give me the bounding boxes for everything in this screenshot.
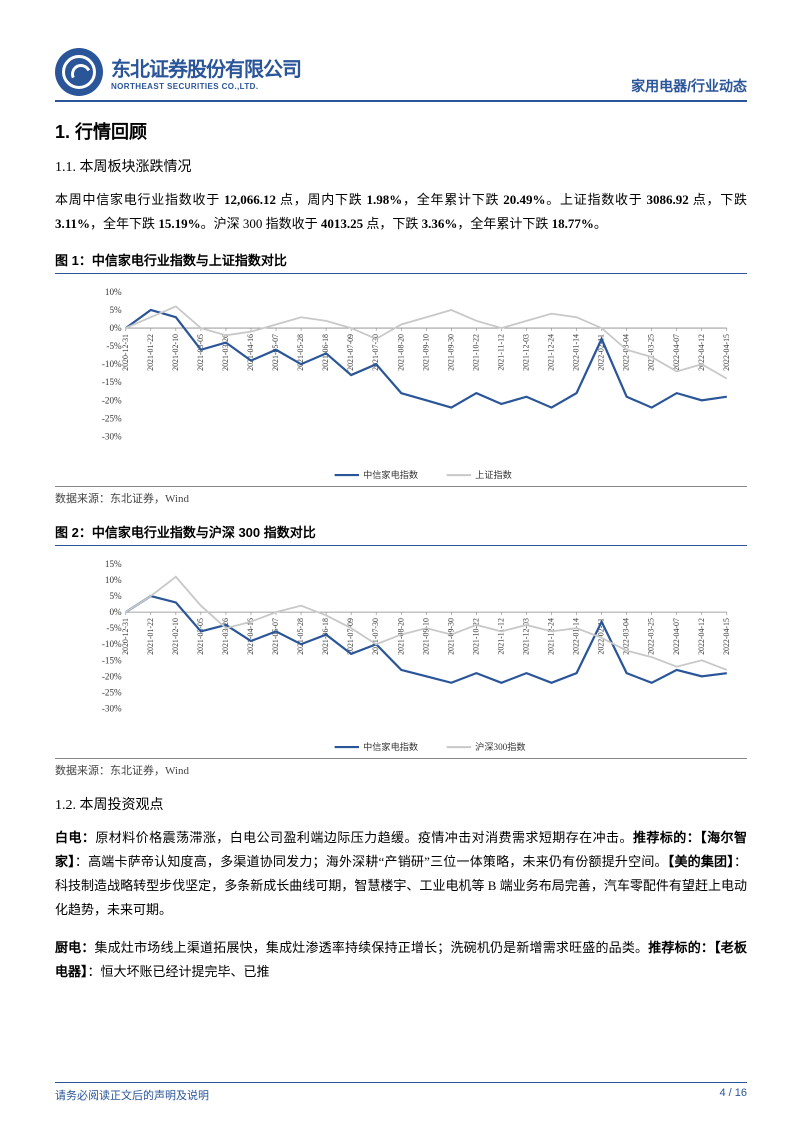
svg-text:2021-11-12: 2021-11-12 xyxy=(496,334,505,371)
page-header: 东北证券股份有限公司 NORTHEAST SECURITIES CO.,LTD.… xyxy=(55,48,747,102)
svg-text:2021-07-30: 2021-07-30 xyxy=(371,618,380,655)
svg-text:2021-04-16: 2021-04-16 xyxy=(246,334,255,371)
svg-text:2021-12-03: 2021-12-03 xyxy=(521,618,530,655)
section-1-num: 1. xyxy=(55,122,70,142)
svg-text:2021-07-09: 2021-07-09 xyxy=(346,618,355,655)
figure-1-title: 图 1：中信家电行业指数与上证指数对比 xyxy=(55,250,747,274)
logo-block: 东北证券股份有限公司 NORTHEAST SECURITIES CO.,LTD. xyxy=(55,48,301,96)
svg-text:0%: 0% xyxy=(109,607,122,617)
svg-text:沪深300指数: 沪深300指数 xyxy=(475,741,525,752)
svg-text:-25%: -25% xyxy=(102,414,122,424)
svg-text:-30%: -30% xyxy=(102,704,122,714)
svg-text:5%: 5% xyxy=(109,591,122,601)
svg-text:上证指数: 上证指数 xyxy=(475,469,512,480)
svg-text:2021-10-22: 2021-10-22 xyxy=(471,334,480,371)
svg-text:中信家电指数: 中信家电指数 xyxy=(363,741,418,752)
svg-text:2022-04-15: 2022-04-15 xyxy=(722,334,731,371)
svg-text:2021-12-03: 2021-12-03 xyxy=(521,334,530,371)
svg-text:中信家电指数: 中信家电指数 xyxy=(363,469,418,480)
svg-text:-30%: -30% xyxy=(102,432,122,442)
figure-2-chart: -30%-25%-20%-15%-10%-5%0%5%10%15%2020-12… xyxy=(55,548,747,758)
section-1-2-title: 本周投资观点 xyxy=(80,798,164,813)
section-1-2-num: 1.2. xyxy=(55,798,76,813)
svg-text:2022-04-12: 2022-04-12 xyxy=(697,618,706,655)
section-1-2-heading: 1.2. 本周投资观点 xyxy=(55,794,747,814)
figure-2-title: 图 2：中信家电行业指数与沪深 300 指数对比 xyxy=(55,522,747,546)
svg-text:2021-01-22: 2021-01-22 xyxy=(146,334,155,371)
svg-text:2021-12-24: 2021-12-24 xyxy=(546,618,555,655)
svg-text:2022-03-04: 2022-03-04 xyxy=(622,334,631,371)
paragraph-chudian: 厨电：集成灶市场线上渠道拓展快，集成灶渗透率持续保持正增长；洗碗机仍是新增需求旺… xyxy=(55,936,747,984)
figure-1-source: 数据来源：东北证券，Wind xyxy=(55,486,747,506)
svg-text:15%: 15% xyxy=(105,559,122,569)
svg-text:-20%: -20% xyxy=(102,396,122,406)
svg-text:2021-03-05: 2021-03-05 xyxy=(196,618,205,655)
svg-text:2021-11-12: 2021-11-12 xyxy=(496,618,505,655)
svg-text:2022-04-15: 2022-04-15 xyxy=(722,618,731,655)
svg-text:-10%: -10% xyxy=(102,359,122,369)
svg-text:2021-09-10: 2021-09-10 xyxy=(421,618,430,655)
svg-text:2022-04-07: 2022-04-07 xyxy=(672,618,681,655)
svg-text:0%: 0% xyxy=(109,323,122,333)
svg-text:2021-07-09: 2021-07-09 xyxy=(346,334,355,371)
svg-text:2022-04-07: 2022-04-07 xyxy=(672,334,681,371)
figure-2-source: 数据来源：东北证券，Wind xyxy=(55,758,747,778)
svg-text:2021-10-22: 2021-10-22 xyxy=(471,618,480,655)
svg-text:2021-09-10: 2021-09-10 xyxy=(421,334,430,371)
section-1-1-title: 本周板块涨跌情况 xyxy=(80,160,192,175)
svg-text:2021-01-22: 2021-01-22 xyxy=(146,618,155,655)
svg-text:2022-01-14: 2022-01-14 xyxy=(571,618,580,655)
svg-text:-15%: -15% xyxy=(102,655,122,665)
svg-text:-10%: -10% xyxy=(102,639,122,649)
svg-text:-25%: -25% xyxy=(102,688,122,698)
paragraph-baidian: 白电：原材料价格震荡滞涨，白电公司盈利端边际压力趋缓。疫情冲击对消费需求短期存在… xyxy=(55,826,747,922)
figure-1-chart: -30%-25%-20%-15%-10%-5%0%5%10%2020-12-31… xyxy=(55,276,747,486)
footer-disclaimer: 请务必阅读正文后的声明及说明 xyxy=(55,1087,209,1103)
svg-text:2021-03-26: 2021-03-26 xyxy=(221,618,230,655)
svg-text:-15%: -15% xyxy=(102,377,122,387)
section-1-1-num: 1.1. xyxy=(55,160,76,175)
section-1-heading: 1. 行情回顾 xyxy=(55,118,747,144)
logo-icon xyxy=(55,48,103,96)
section-1-title: 行情回顾 xyxy=(75,122,147,142)
logo-en: NORTHEAST SECURITIES CO.,LTD. xyxy=(111,82,301,91)
logo-cn: 东北证券股份有限公司 xyxy=(111,53,301,82)
svg-text:2021-05-28: 2021-05-28 xyxy=(296,618,305,655)
svg-text:2021-05-07: 2021-05-07 xyxy=(271,618,280,655)
svg-text:10%: 10% xyxy=(105,575,122,585)
page-footer: 请务必阅读正文后的声明及说明 4 / 16 xyxy=(55,1082,747,1103)
svg-text:2021-09-30: 2021-09-30 xyxy=(446,334,455,371)
svg-text:2021-03-05: 2021-03-05 xyxy=(196,334,205,371)
svg-text:2021-08-20: 2021-08-20 xyxy=(396,334,405,371)
svg-text:2021-05-28: 2021-05-28 xyxy=(296,334,305,371)
svg-text:2022-01-14: 2022-01-14 xyxy=(571,334,580,371)
svg-text:2021-02-10: 2021-02-10 xyxy=(171,618,180,655)
svg-text:2022-03-25: 2022-03-25 xyxy=(647,334,656,371)
svg-text:5%: 5% xyxy=(109,305,122,315)
svg-text:2022-03-25: 2022-03-25 xyxy=(647,618,656,655)
svg-text:2020-12-31: 2020-12-31 xyxy=(121,618,130,655)
svg-text:2020-12-31: 2020-12-31 xyxy=(121,334,130,371)
svg-text:-20%: -20% xyxy=(102,672,122,682)
svg-text:2021-12-24: 2021-12-24 xyxy=(546,334,555,371)
paragraph-summary: 本周中信家电行业指数收于 12,066.12 点，周内下跌 1.98%，全年累计… xyxy=(55,188,747,236)
footer-pagenum: 4 / 16 xyxy=(719,1087,747,1103)
svg-text:2021-02-10: 2021-02-10 xyxy=(171,334,180,371)
svg-text:10%: 10% xyxy=(105,287,122,297)
svg-text:2021-03-26: 2021-03-26 xyxy=(221,334,230,371)
header-category: 家用电器/行业动态 xyxy=(631,76,747,96)
section-1-1-heading: 1.1. 本周板块涨跌情况 xyxy=(55,156,747,176)
svg-text:2021-09-30: 2021-09-30 xyxy=(446,618,455,655)
